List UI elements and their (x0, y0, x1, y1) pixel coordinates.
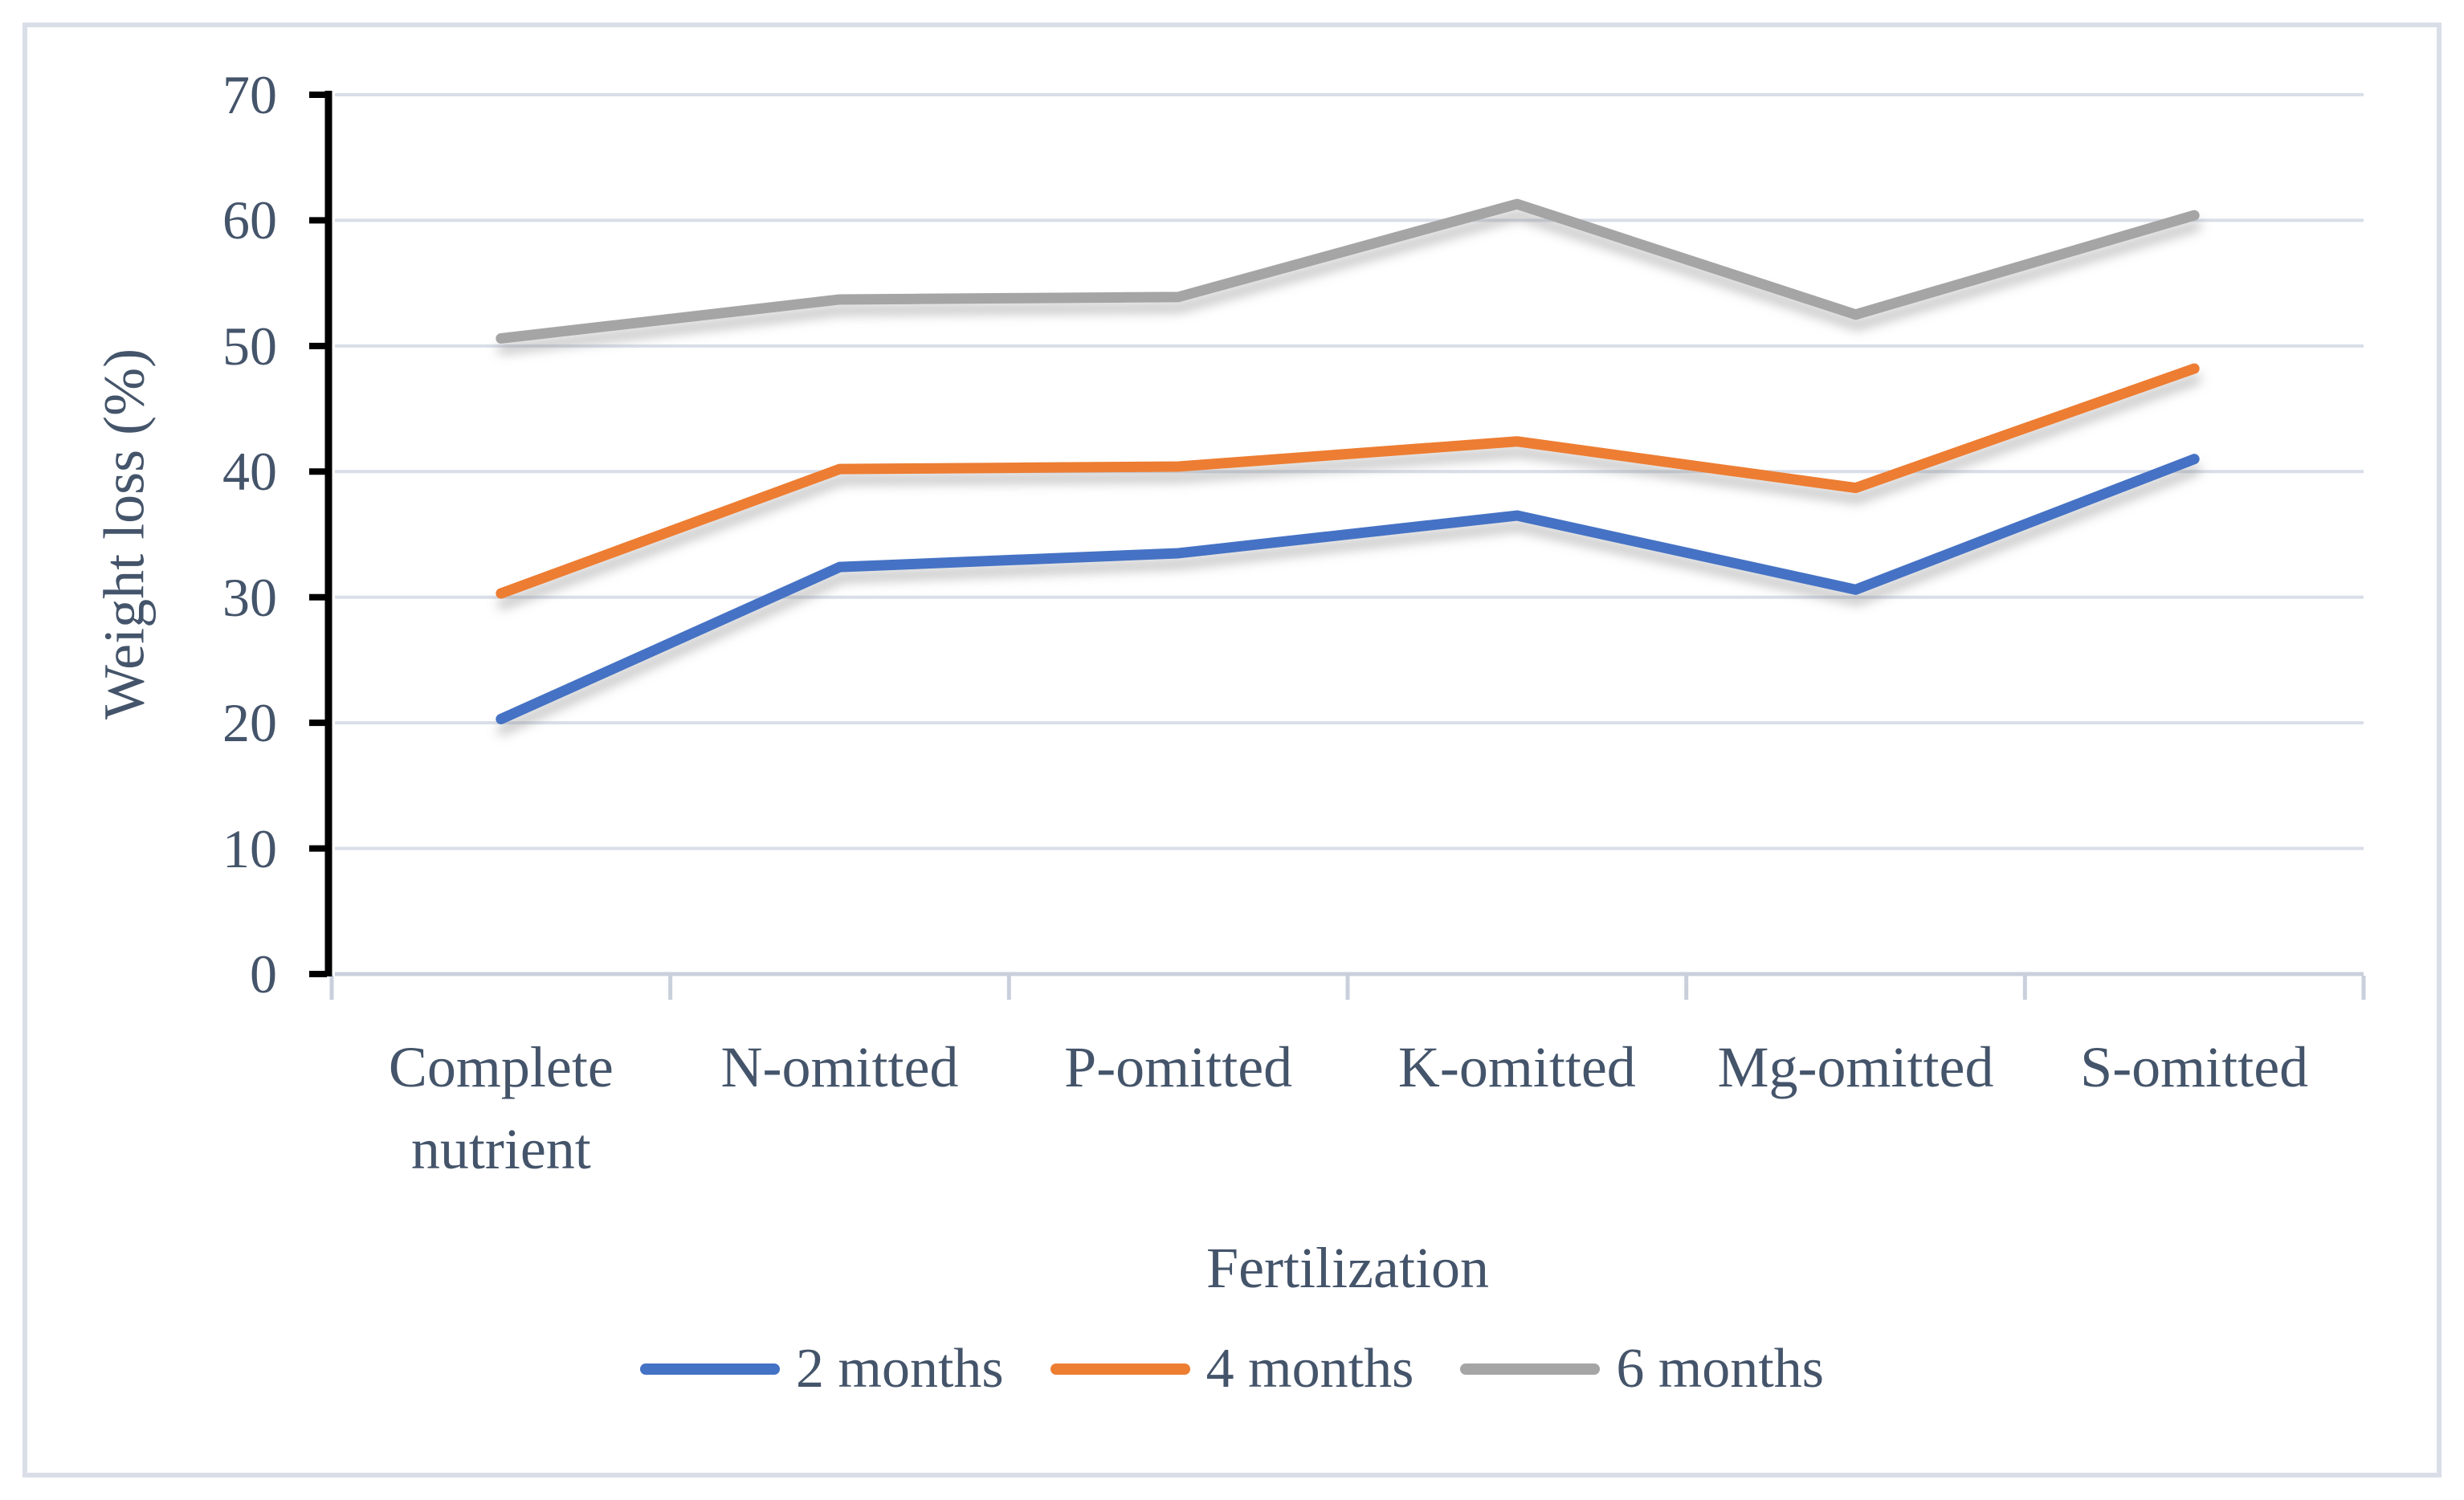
series-line-2-months (496, 454, 2200, 724)
legend-label-6-months: 6 months (1616, 1338, 1824, 1400)
x-category-label-4: K-omitted (1397, 1035, 1636, 1099)
series-line-4-months (496, 363, 2200, 599)
y-axis-title: Weight loss (%) (92, 348, 157, 720)
legend-item-4-months: 4 months (1050, 1337, 1414, 1401)
x-category-label-3: P-omitted (1064, 1035, 1293, 1099)
x-category-label-5: Mg-omitted (1717, 1035, 1994, 1099)
y-tick-label-70: 70 (222, 64, 277, 125)
y-tick-label-40: 40 (222, 441, 277, 503)
legend-label-2-months: 2 months (796, 1338, 1004, 1400)
x-category-label-6: S-omitted (2080, 1035, 2309, 1099)
legend-swatch-6-months-icon (1460, 1363, 1601, 1375)
legend-swatch-4-months-icon (1050, 1363, 1190, 1375)
x-category-label-2: N-omitted (720, 1035, 959, 1099)
y-tick-label-60: 60 (222, 190, 277, 251)
x-axis-title: Fertilization (1206, 1236, 1489, 1300)
y-tick-label-20: 20 (222, 692, 277, 754)
y-tick-label-10: 10 (222, 817, 277, 879)
legend: 2 months 4 months 6 months (0, 1321, 2464, 1417)
y-tick-label-0: 0 (250, 944, 277, 1005)
y-tick-label-50: 50 (222, 315, 277, 377)
legend-label-4-months: 4 months (1205, 1338, 1414, 1400)
series-line-6-months (496, 198, 2200, 344)
legend-item-2-months: 2 months (640, 1337, 1004, 1401)
y-tick-label-30: 30 (222, 566, 277, 628)
x-category-label-1: Complete nutrient (388, 1035, 614, 1182)
legend-swatch-2-months-icon (640, 1363, 781, 1375)
legend-item-6-months: 6 months (1460, 1337, 1824, 1401)
